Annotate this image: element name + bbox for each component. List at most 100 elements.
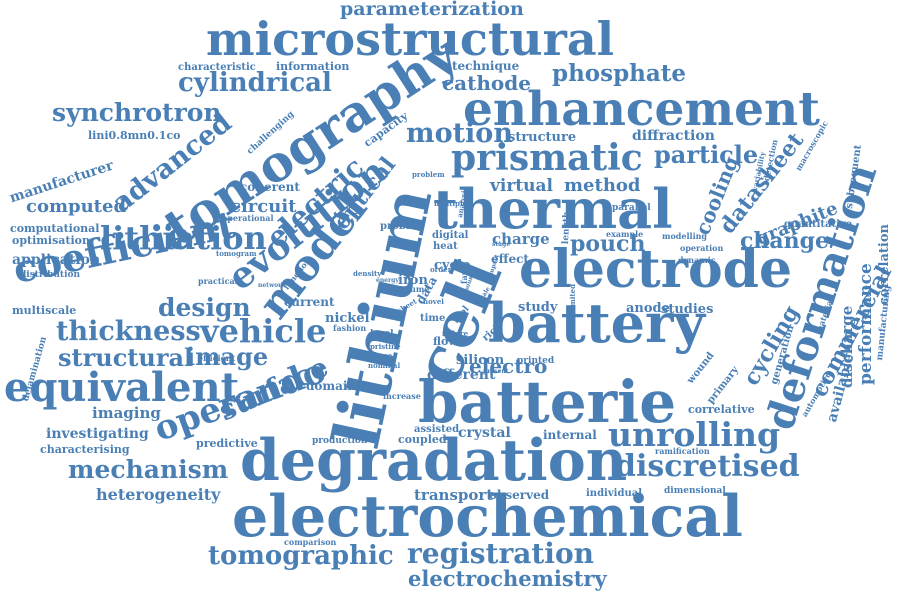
word: problem — [412, 170, 445, 179]
word: wound — [685, 350, 717, 387]
word: multiple — [434, 199, 468, 208]
word: particle — [654, 140, 759, 169]
word: internal — [543, 428, 597, 442]
word: electrochemistry — [408, 566, 607, 591]
word: enhancement — [463, 82, 820, 137]
word: characteristic — [178, 62, 256, 73]
word: failure — [442, 329, 469, 338]
word: coherent — [240, 180, 300, 194]
word: nickel — [325, 311, 370, 326]
word: unrolling — [608, 415, 781, 454]
word: distribution — [20, 270, 81, 280]
word: dimensional — [664, 486, 726, 496]
word: modelling — [662, 231, 708, 241]
word: heterogeneity — [96, 485, 221, 504]
word: length — [561, 211, 573, 245]
word: parameterization — [340, 0, 524, 20]
word: different — [427, 367, 496, 383]
word: computed — [26, 196, 127, 217]
word: example — [606, 229, 644, 239]
word: pouch — [570, 231, 646, 257]
word: efficient — [198, 353, 236, 363]
word: change — [740, 228, 830, 254]
word: discretised — [615, 449, 800, 484]
word: stage — [492, 241, 511, 248]
word: pristine — [370, 342, 401, 351]
word: ramification — [655, 446, 710, 456]
word: registration — [407, 537, 594, 570]
word: printed — [517, 356, 555, 366]
word: diffraction — [632, 128, 715, 144]
word: coupled — [398, 433, 447, 446]
word: comparison — [284, 537, 337, 547]
word: level — [370, 329, 394, 339]
word: iron — [398, 273, 428, 288]
word: virtual — [490, 176, 553, 196]
word: parallel — [612, 203, 651, 213]
word: nominal — [368, 361, 401, 370]
word: tomographic — [208, 541, 394, 571]
word: correlative — [688, 403, 755, 416]
word: time — [420, 313, 446, 324]
word: volume — [397, 284, 430, 294]
word: optimisation — [12, 234, 91, 247]
word: anode — [626, 301, 670, 316]
word: novel — [423, 297, 444, 306]
word: energy — [376, 277, 399, 284]
word: operation — [680, 243, 724, 253]
word: cycle — [434, 258, 471, 273]
word: crystal — [458, 425, 511, 441]
word: heat — [433, 241, 458, 252]
word: tomogram — [216, 249, 257, 258]
word: fashion — [333, 323, 367, 333]
word: present — [483, 368, 509, 375]
word: microstructural — [206, 12, 615, 66]
word: current — [284, 295, 335, 309]
word: computational — [10, 222, 100, 235]
word: structural — [58, 343, 194, 372]
word: studies — [661, 302, 714, 317]
word: practical — [198, 276, 238, 286]
word: application — [12, 252, 101, 268]
word: vehicle — [200, 312, 327, 350]
word: layer — [470, 273, 487, 280]
word: predictive — [196, 437, 258, 450]
word: density — [353, 269, 382, 278]
word: collapse — [360, 351, 393, 360]
word: effect — [491, 252, 529, 266]
word: technique — [452, 59, 520, 73]
word: cylindrical — [178, 68, 332, 98]
word: observed — [489, 488, 550, 502]
word: quantitative — [784, 219, 853, 230]
word: study — [518, 300, 558, 315]
word: battery — [488, 291, 705, 355]
word: network — [258, 282, 286, 289]
word: multiscale — [12, 304, 77, 317]
word: lithiation — [100, 219, 267, 257]
word: information — [276, 60, 350, 73]
word: electrode — [519, 239, 793, 300]
word: mechanism — [68, 455, 229, 484]
word: electrochemical — [232, 483, 743, 550]
word: charge — [492, 230, 550, 248]
word: domain — [306, 379, 357, 393]
word: thermal — [433, 177, 673, 241]
word: equivalent — [4, 364, 240, 411]
word: limited — [568, 284, 577, 312]
word: characterising — [40, 443, 130, 456]
word: batterie — [418, 368, 677, 436]
word: individual — [586, 488, 643, 499]
word: increase — [383, 391, 421, 401]
word: digital — [432, 230, 469, 241]
word: order — [430, 265, 452, 274]
word: operational — [222, 213, 274, 223]
word: design — [158, 293, 251, 322]
word: electro — [469, 354, 548, 378]
word: production — [312, 436, 368, 446]
word: assisted — [414, 424, 460, 435]
word: cathode — [442, 71, 531, 95]
word: performance — [856, 263, 876, 385]
word: circuit — [230, 196, 297, 217]
word: structure — [508, 130, 577, 145]
